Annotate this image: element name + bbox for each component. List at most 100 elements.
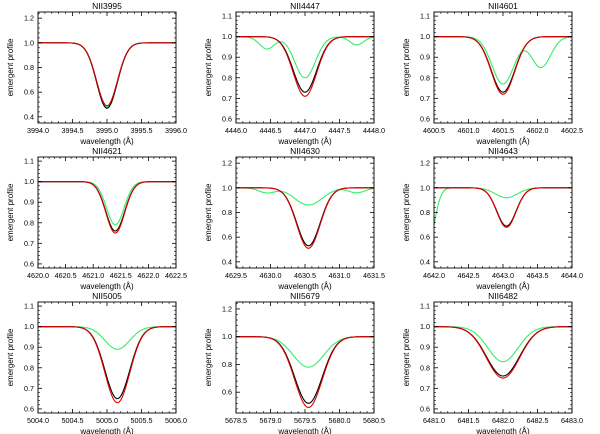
x-tick-label: 4621.0: [82, 271, 104, 280]
y-tick-label: 0.7: [420, 94, 430, 103]
y-tick-label: 1.2: [420, 159, 430, 168]
panel-title: NII4630: [290, 146, 320, 156]
series-line-black: [236, 336, 374, 404]
y-tick-label: 1.1: [24, 302, 34, 311]
x-tick-label: 4448.0: [363, 126, 385, 135]
y-tick-label: 0.9: [24, 198, 34, 207]
y-tick-label: 0.8: [222, 73, 232, 82]
y-axis-label: emergent profile: [402, 183, 411, 241]
panel-title: NII4621: [92, 146, 122, 156]
x-tick-label: 3994.0: [27, 126, 49, 135]
y-tick-label: 0.9: [420, 343, 430, 352]
y-tick-label: 1.0: [222, 332, 232, 341]
y-tick-label: 1.0: [222, 32, 232, 41]
series-line-red: [236, 36, 374, 97]
x-tick-label: 6483.0: [561, 416, 583, 425]
y-tick-label: 0.8: [24, 218, 34, 227]
y-axis-label: emergent profile: [204, 328, 213, 386]
y-tick-label: 0.9: [24, 343, 34, 352]
series-line-black: [236, 36, 374, 93]
x-tick-label: 6482.0: [492, 416, 514, 425]
y-tick-label: 0.8: [222, 360, 232, 369]
y-tick-label: 0.6: [222, 388, 232, 397]
x-tick-label: 4631.0: [329, 271, 351, 280]
series-line-black: [38, 42, 176, 109]
plot-frame: [37, 301, 177, 414]
x-axis-label: wavelength (Å): [277, 427, 332, 434]
y-tick-label: 0.7: [24, 239, 34, 248]
x-axis-label: wavelength (Å): [277, 282, 332, 291]
panel-nii4601: NII4601 4600.5 4601.0 4601.5 4602.0 4602.5 0.6…: [402, 1, 583, 146]
panel-nii6482: NII6482 6481.0 6481.5 6482.0 6482.5 6483.0 0.6…: [402, 291, 583, 434]
x-tick-label: 4642.5: [458, 271, 480, 280]
y-axis-label: emergent profile: [6, 38, 15, 96]
plot-frame: [37, 156, 177, 269]
x-tick-label: 6481.5: [458, 416, 480, 425]
series-line-green: [236, 336, 374, 368]
x-tick-label: 4620.0: [27, 271, 49, 280]
plot-frame: [37, 11, 177, 124]
panel-nii4447: NII4447 4446.0 4446.5 4447.0 4447.5 4448.0 0.6…: [204, 1, 385, 146]
y-axis-label: emergent profile: [6, 183, 15, 241]
x-tick-label: 4642.0: [423, 271, 445, 280]
y-tick-label: 0.8: [24, 63, 34, 72]
y-tick-label: 1.2: [222, 159, 232, 168]
series-line-red: [236, 336, 374, 409]
x-tick-label: 5004.0: [27, 416, 49, 425]
y-tick-label: 1.0: [24, 177, 34, 186]
x-tick-label: 5680.5: [363, 416, 385, 425]
panel-nii4643: NII4643 4642.0 4642.5 4643.0 4643.5 4644.0 0.4…: [402, 146, 583, 291]
x-tick-label: 4630.0: [260, 271, 282, 280]
y-tick-label: 0.7: [222, 94, 232, 103]
y-axis-label: emergent profile: [402, 328, 411, 386]
panel-title: NII4447: [290, 1, 320, 11]
y-tick-label: 1.1: [420, 12, 430, 21]
panel-title: NII4601: [488, 1, 518, 11]
x-tick-label: 4621.5: [110, 271, 132, 280]
y-axis-label: emergent profile: [402, 38, 411, 96]
series-line-black: [38, 181, 176, 232]
y-tick-label: 0.6: [420, 404, 430, 413]
panel-nii3995: NII3995 3994.0 3994.5 3995.0 3995.5 3996.0 0.4…: [6, 1, 187, 146]
x-axis-label: wavelength (Å): [79, 427, 134, 434]
y-tick-label: 0.4: [222, 257, 232, 266]
x-axis-label: wavelength (Å): [475, 137, 530, 146]
y-tick-label: 0.6: [222, 114, 232, 123]
series-line-red: [38, 42, 176, 107]
panel-title: NII5005: [92, 291, 122, 301]
plot-frame: [433, 156, 573, 269]
panel-nii4630: NII4630 4629.5 4630.0 4630.5 4631.0 4631.5 0.4…: [204, 146, 385, 291]
y-tick-label: 1.1: [420, 302, 430, 311]
series-line-green: [434, 326, 572, 363]
x-tick-label: 5006.0: [165, 416, 187, 425]
x-tick-label: 3995.5: [131, 126, 153, 135]
y-tick-label: 0.8: [420, 208, 430, 217]
y-tick-label: 1.0: [24, 38, 34, 47]
y-tick-label: 0.4: [420, 257, 430, 266]
y-axis-label: emergent profile: [6, 328, 15, 386]
x-tick-label: 4644.0: [561, 271, 583, 280]
y-tick-label: 0.9: [222, 53, 232, 62]
y-tick-label: 0.6: [24, 88, 34, 97]
x-tick-label: 4630.5: [294, 271, 316, 280]
x-tick-label: 5005.5: [131, 416, 153, 425]
series-line-red: [236, 187, 374, 249]
x-tick-label: 5680.0: [329, 416, 351, 425]
panel-title: NII5679: [290, 291, 320, 301]
plot-frame: [433, 11, 573, 124]
x-tick-label: 4622.0: [137, 271, 159, 280]
y-tick-label: 0.7: [24, 384, 34, 393]
series-line-red: [434, 187, 572, 228]
y-tick-label: 0.6: [420, 114, 430, 123]
x-tick-label: 4601.5: [492, 126, 514, 135]
panel-nii5005: NII5005 5004.0 5004.5 5005.0 5005.5 5006.0 0.6…: [6, 291, 187, 434]
y-tick-label: 0.7: [420, 384, 430, 393]
x-tick-label: 3994.5: [62, 126, 84, 135]
panel-title: NII6482: [488, 291, 518, 301]
series-line-black: [434, 326, 572, 377]
x-tick-label: 4620.5: [55, 271, 77, 280]
x-axis-label: wavelength (Å): [475, 427, 530, 434]
y-tick-label: 1.0: [420, 322, 430, 331]
x-tick-label: 4600.5: [423, 126, 445, 135]
